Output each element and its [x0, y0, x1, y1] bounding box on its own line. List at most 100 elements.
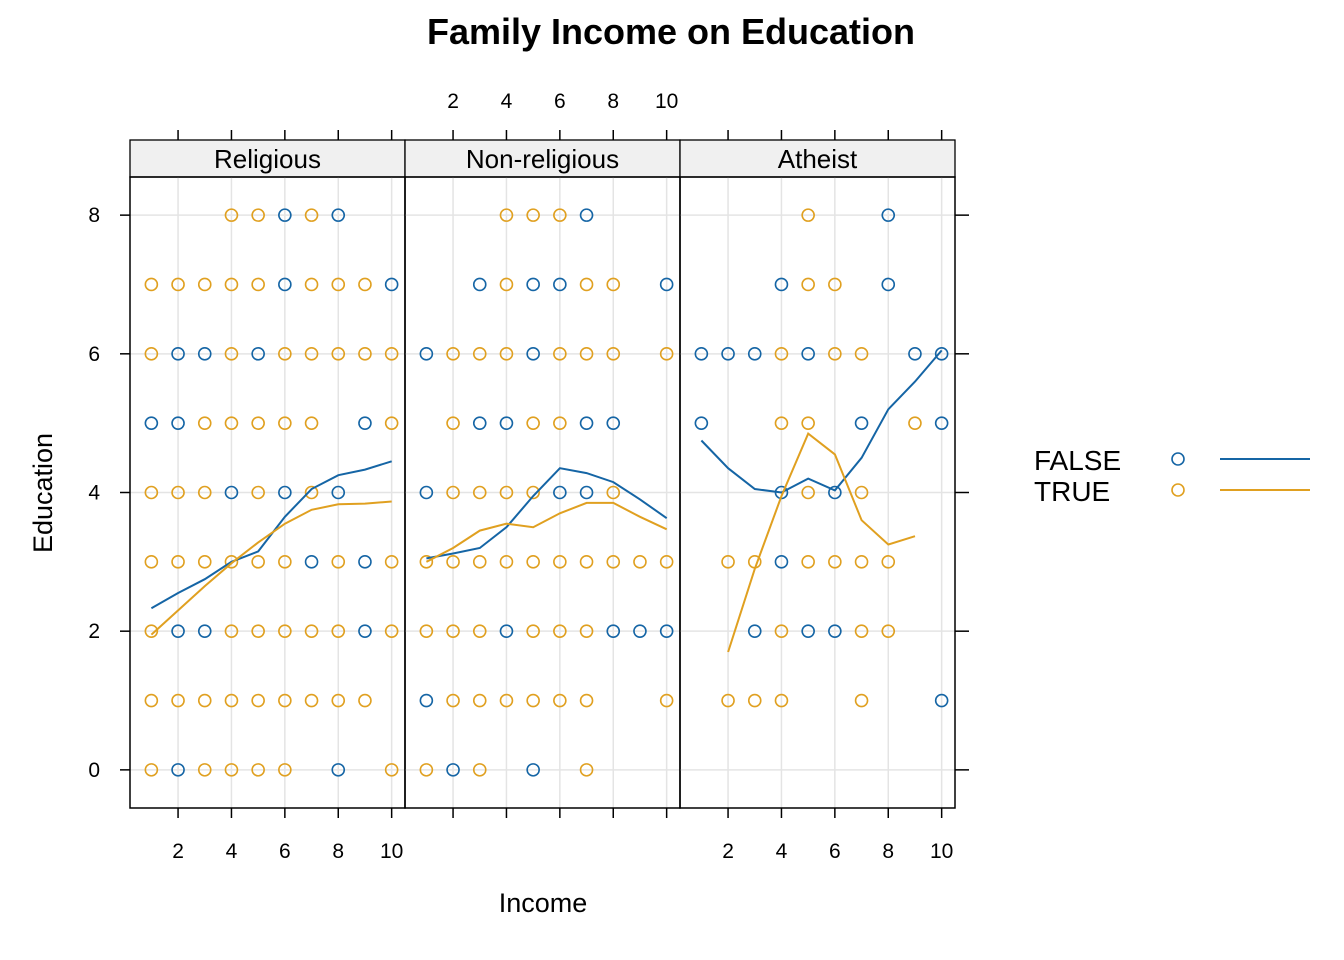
- data-point-true: [144, 624, 159, 638]
- data-point-true: [224, 693, 239, 708]
- data-point-true: [553, 693, 567, 708]
- data-point-true: [472, 485, 487, 500]
- data-point-false: [934, 347, 949, 361]
- data-point-true: [721, 693, 735, 708]
- data-point-true: [331, 624, 346, 638]
- data-point-false: [526, 763, 540, 777]
- data-point-false: [358, 416, 372, 430]
- panel-religious: Religious: [129, 139, 406, 809]
- data-point-false: [171, 763, 185, 777]
- data-point-true: [278, 763, 292, 777]
- data-point-true: [144, 277, 159, 292]
- data-point-false: [801, 624, 815, 638]
- data-point-true: [304, 485, 319, 500]
- data-point-true: [747, 693, 762, 708]
- data-point-true: [304, 624, 319, 638]
- data-point-false: [721, 347, 735, 361]
- data-point-false: [224, 485, 239, 500]
- data-point-false: [197, 624, 212, 638]
- data-point-false: [171, 347, 185, 361]
- data-point-true: [197, 555, 212, 569]
- data-point-true: [171, 485, 185, 500]
- data-point-true: [606, 277, 621, 292]
- data-point-true: [553, 416, 567, 430]
- data-point-false: [419, 485, 434, 500]
- x-tick-label: 6: [554, 90, 566, 113]
- data-point-false: [472, 277, 487, 292]
- strip-label: Religious: [214, 144, 321, 174]
- data-point-true: [331, 693, 346, 708]
- data-point-false: [331, 763, 346, 777]
- x-tick-label: 4: [776, 840, 788, 863]
- data-point-true: [854, 485, 869, 500]
- data-point-false: [747, 347, 762, 361]
- data-point-false: [278, 485, 292, 500]
- data-point-true: [358, 693, 372, 708]
- chart-title: Family Income on Education: [427, 11, 915, 52]
- data-point-true: [854, 555, 869, 569]
- data-point-true: [144, 555, 159, 569]
- data-point-true: [553, 347, 567, 361]
- data-point-true: [251, 693, 265, 708]
- data-point-true: [251, 485, 265, 500]
- data-point-true: [499, 347, 514, 361]
- data-point-true: [774, 693, 789, 708]
- data-point-false: [278, 208, 292, 222]
- data-point-false: [579, 485, 594, 500]
- data-point-false: [774, 555, 789, 569]
- data-point-true: [446, 624, 460, 638]
- data-point-true: [881, 555, 896, 569]
- legend-item-true: TRUE: [1034, 476, 1310, 507]
- x-tick-label: 2: [172, 840, 184, 863]
- data-point-true: [472, 555, 487, 569]
- data-point-true: [251, 763, 265, 777]
- data-point-true: [144, 763, 159, 777]
- x-tick-label: 2: [722, 840, 734, 863]
- data-point-true: [446, 347, 460, 361]
- data-point-true: [854, 347, 869, 361]
- data-point-true: [472, 693, 487, 708]
- data-point-true: [197, 277, 212, 292]
- data-point-true: [472, 763, 487, 777]
- data-point-true: [197, 416, 212, 430]
- data-point-true: [801, 555, 815, 569]
- data-point-true: [331, 347, 346, 361]
- data-point-true: [828, 555, 842, 569]
- data-point-false: [526, 277, 540, 292]
- x-tick-label: 8: [332, 840, 344, 863]
- data-point-true: [384, 416, 399, 430]
- data-point-false: [499, 624, 514, 638]
- data-point-true: [659, 347, 674, 361]
- data-point-true: [384, 624, 399, 638]
- data-point-true: [499, 693, 514, 708]
- smooth-line-false: [150, 460, 392, 610]
- data-point-true: [224, 208, 239, 222]
- data-point-true: [801, 416, 815, 430]
- data-point-false: [934, 693, 949, 708]
- data-point-false: [553, 485, 567, 500]
- data-point-true: [197, 485, 212, 500]
- data-point-true: [526, 624, 540, 638]
- data-point-true: [526, 208, 540, 222]
- data-point-true: [384, 763, 399, 777]
- strip-label: Non-religious: [466, 144, 619, 174]
- data-point-true: [278, 555, 292, 569]
- data-point-false: [384, 277, 399, 292]
- data-point-true: [144, 347, 159, 361]
- data-point-true: [606, 347, 621, 361]
- panel-non-religious: Non-religious: [404, 139, 681, 809]
- x-tick-label: 8: [607, 90, 619, 113]
- data-point-false: [171, 416, 185, 430]
- data-point-false: [499, 416, 514, 430]
- data-point-false: [633, 624, 647, 638]
- y-axis: 0 2 4 6 8: [88, 204, 969, 782]
- legend-label: FALSE: [1034, 445, 1121, 476]
- legend-item-false: FALSE: [1034, 445, 1310, 476]
- data-point-true: [659, 555, 674, 569]
- data-point-true: [251, 277, 265, 292]
- data-point-true: [446, 416, 460, 430]
- data-point-true: [358, 347, 372, 361]
- x-axis-non-religious: 2 4 6 8 10: [447, 90, 678, 818]
- smooth-line-true: [727, 432, 916, 653]
